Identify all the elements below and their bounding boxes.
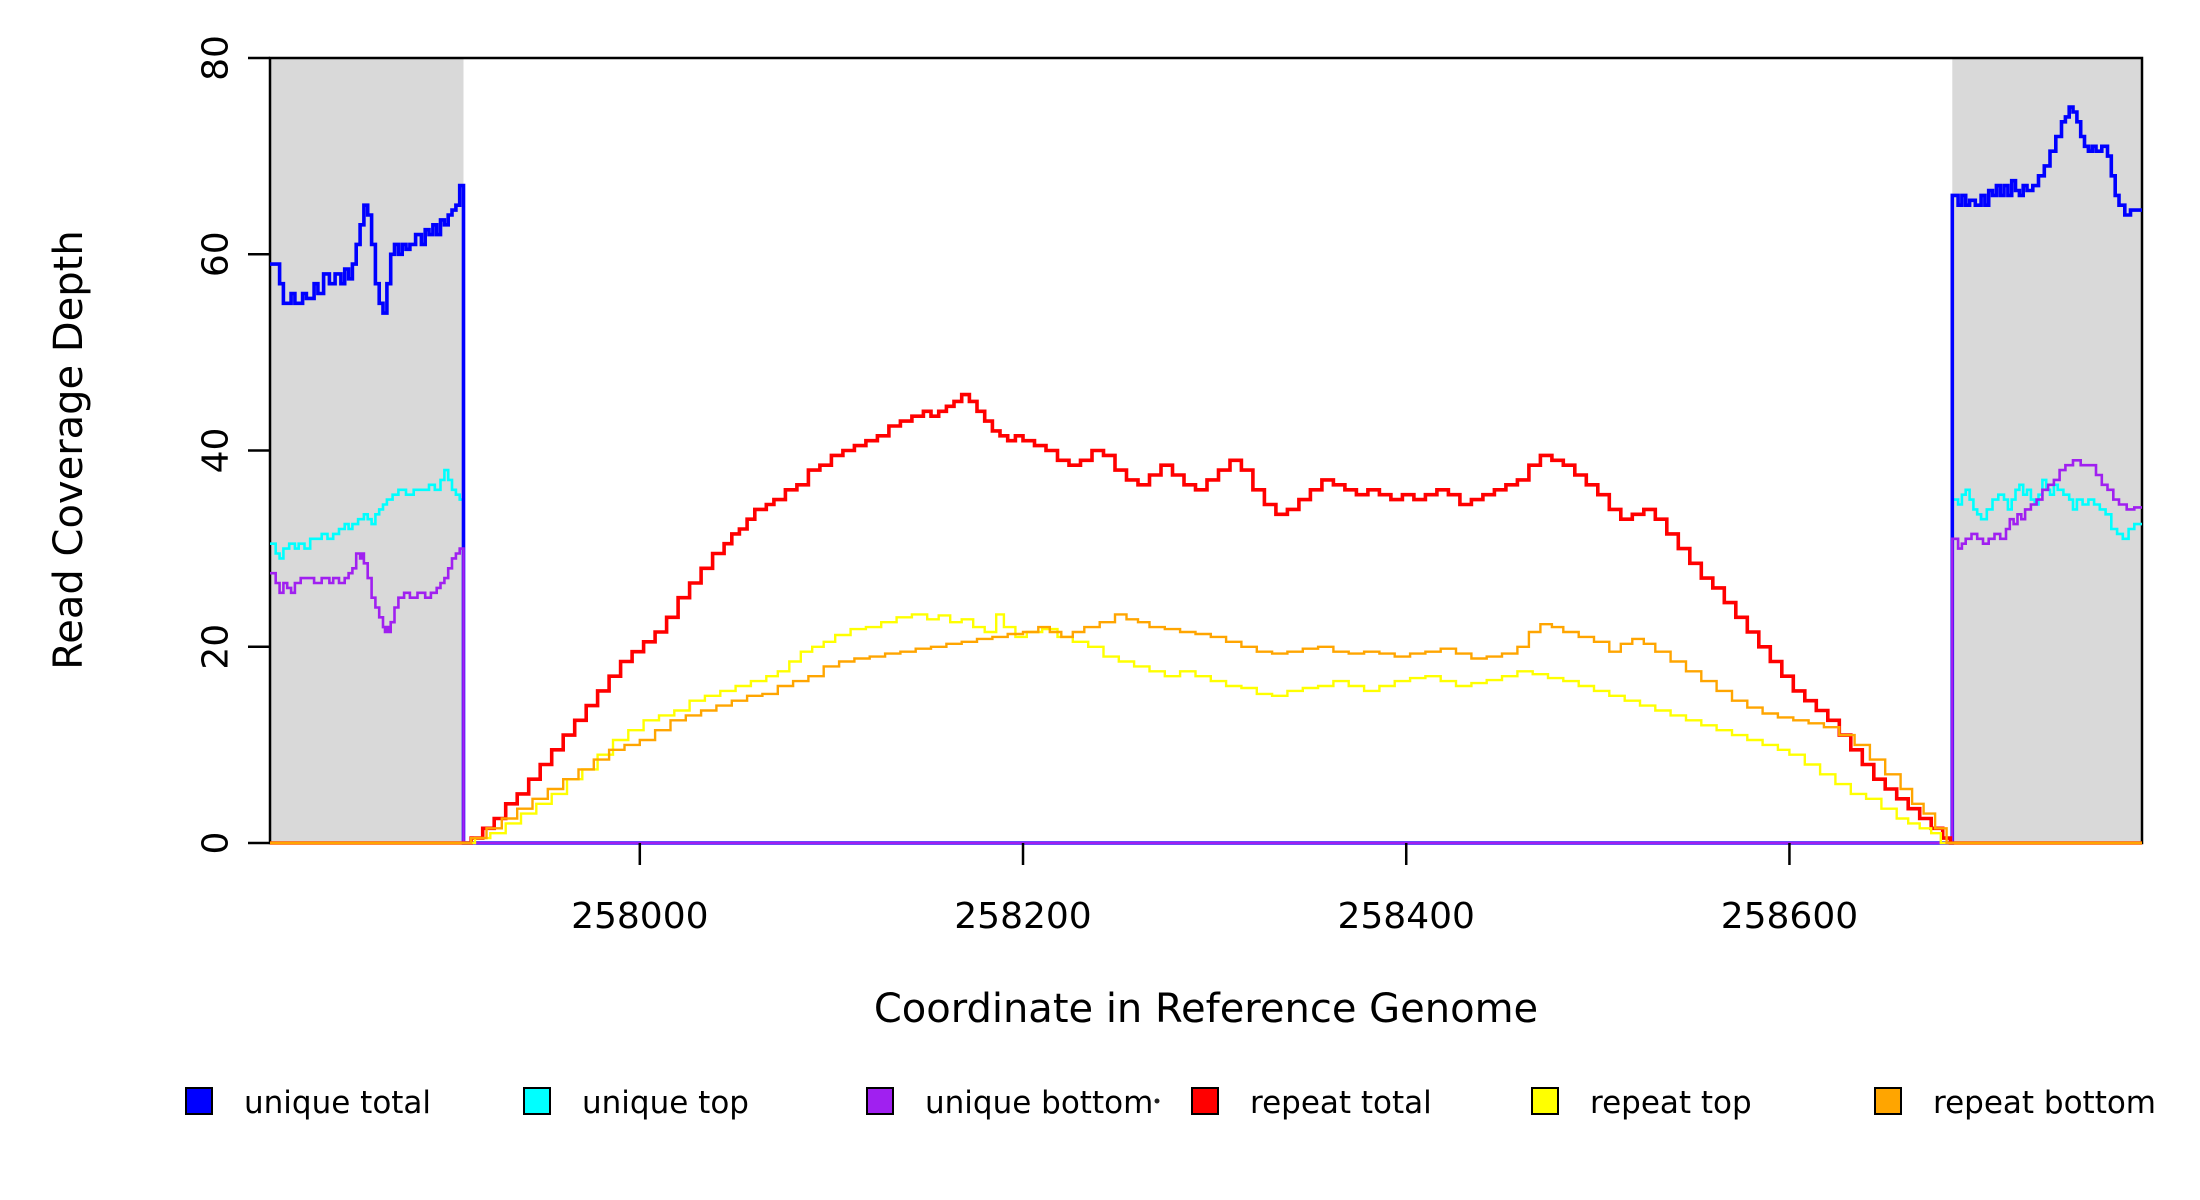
legend-item-unique-total: unique total — [185, 1085, 431, 1121]
series-unique-total-line — [270, 105, 2142, 845]
y-tick: 40 — [196, 428, 270, 474]
y-tick-label: 0 — [196, 832, 237, 855]
legend-label-unique-bottom: unique bottom — [925, 1085, 1153, 1121]
plot-border — [268, 56, 2144, 845]
y-tick-label: 80 — [196, 35, 237, 81]
legend-swatch-repeat-bottom — [1874, 1087, 1902, 1115]
x-tick: 258000 — [571, 843, 709, 937]
shaded-region-right — [1952, 58, 2142, 843]
x-tick: 258400 — [1338, 843, 1475, 937]
legend-swatch-unique-top — [523, 1087, 551, 1115]
stray-dot — [1154, 1098, 1160, 1104]
y-tick-label: 40 — [196, 428, 237, 474]
x-axis: 258000 258200 258400 258600 — [571, 843, 1858, 937]
x-tick: 258600 — [1721, 843, 1858, 937]
series-lines — [270, 105, 2142, 845]
x-tick-label: 258400 — [1338, 896, 1475, 937]
y-tick: 80 — [196, 35, 270, 81]
y-tick: 60 — [196, 231, 270, 277]
legend: unique total unique top unique bottom re… — [185, 1085, 2156, 1121]
legend-label-unique-total: unique total — [244, 1085, 431, 1121]
series-repeat-bottom-line — [270, 613, 2142, 845]
x-tick-label: 258200 — [954, 896, 1091, 937]
series-repeat-top-line — [270, 613, 2142, 845]
legend-item-repeat-bottom: repeat bottom — [1874, 1085, 2156, 1121]
x-tick-label: 258000 — [571, 896, 708, 937]
legend-swatch-unique-bottom — [866, 1087, 894, 1115]
x-tick: 258200 — [954, 843, 1092, 937]
shaded-regions — [270, 58, 2142, 843]
legend-label-repeat-bottom: repeat bottom — [1933, 1085, 2156, 1121]
shaded-region-left — [270, 58, 464, 843]
series-repeat-total-line — [270, 392, 2142, 845]
legend-swatch-unique-total — [185, 1087, 213, 1115]
y-axis: 0 20 40 60 80 — [196, 35, 270, 855]
legend-label-repeat-total: repeat total — [1250, 1085, 1432, 1121]
legend-swatch-repeat-top — [1531, 1087, 1559, 1115]
legend-item-unique-top: unique top — [523, 1085, 749, 1121]
x-tick-label: 258600 — [1721, 896, 1858, 937]
y-axis-title: Read Coverage Depth — [46, 230, 92, 669]
legend-item-repeat-total: repeat total — [1191, 1085, 1432, 1121]
series-unique-top-line — [270, 468, 2142, 845]
y-tick-label: 60 — [196, 231, 237, 277]
series-unique-bottom-line — [270, 459, 2142, 845]
legend-label-repeat-top: repeat top — [1590, 1085, 1752, 1121]
y-tick-label: 20 — [196, 624, 237, 670]
legend-swatch-repeat-total — [1191, 1087, 1219, 1115]
x-axis-title: Coordinate in Reference Genome — [874, 986, 1538, 1032]
y-tick: 20 — [196, 624, 270, 670]
legend-label-unique-top: unique top — [582, 1085, 749, 1121]
legend-item-repeat-top: repeat top — [1531, 1085, 1752, 1121]
legend-item-unique-bottom: unique bottom — [866, 1085, 1153, 1121]
y-tick: 0 — [196, 832, 270, 855]
